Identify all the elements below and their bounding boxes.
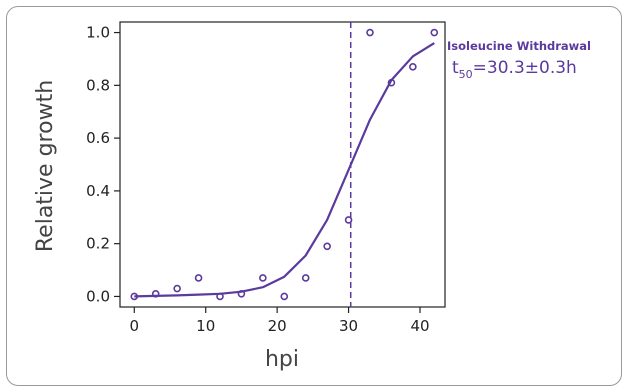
data-point	[173, 284, 181, 293]
x-axis: 0 10 20 30 40	[130, 307, 430, 335]
annotation-label-main: t	[452, 58, 459, 78]
data-point	[430, 28, 439, 37]
x-tick-label: 10	[196, 317, 215, 335]
y-tick-label: 0.0	[86, 287, 110, 305]
y-axis-title: Relative growth	[33, 80, 58, 252]
plot-box	[119, 21, 446, 308]
data-point	[409, 63, 417, 71]
data-point	[130, 292, 139, 301]
plot-content	[130, 22, 439, 307]
data-point	[280, 292, 289, 301]
data-point	[216, 292, 224, 301]
data-point	[151, 290, 160, 298]
data-point	[366, 28, 374, 37]
annotation: Isoleucine Withdrawal t50=30.3±0.3h	[447, 39, 591, 81]
x-tick-label: 30	[339, 317, 358, 335]
y-tick-label: 1.0	[86, 24, 110, 42]
y-tick-label: 0.6	[86, 129, 110, 147]
x-tick-label: 40	[410, 317, 429, 335]
data-point	[259, 274, 267, 282]
data-point	[194, 274, 203, 282]
annotation-label-sub: 50	[459, 68, 473, 81]
annotation-label: t50=30.3±0.3h	[452, 58, 577, 81]
x-tick-label: 20	[268, 317, 287, 335]
x-axis-title: hpi	[265, 347, 299, 372]
data-point	[323, 242, 331, 251]
fitted-curve	[134, 42, 435, 298]
data-point	[387, 78, 396, 87]
annotation-label-value: =30.3±0.3h	[473, 58, 577, 78]
growth-chart: 0.0 0.2 0.4 0.6 0.8 1.0 0 10 20 30 40 Relative gr…	[33, 21, 591, 372]
data-point	[344, 216, 353, 224]
y-tick-label: 0.8	[86, 76, 110, 94]
y-tick-label: 0.2	[86, 235, 110, 253]
y-axis: 0.0 0.2 0.4 0.6 0.8 1.0	[86, 24, 120, 305]
x-tick-label: 0	[130, 317, 140, 335]
y-tick-label: 0.4	[86, 182, 110, 200]
annotation-title: Isoleucine Withdrawal	[447, 39, 591, 53]
data-point	[301, 274, 310, 282]
data-point	[237, 290, 246, 298]
